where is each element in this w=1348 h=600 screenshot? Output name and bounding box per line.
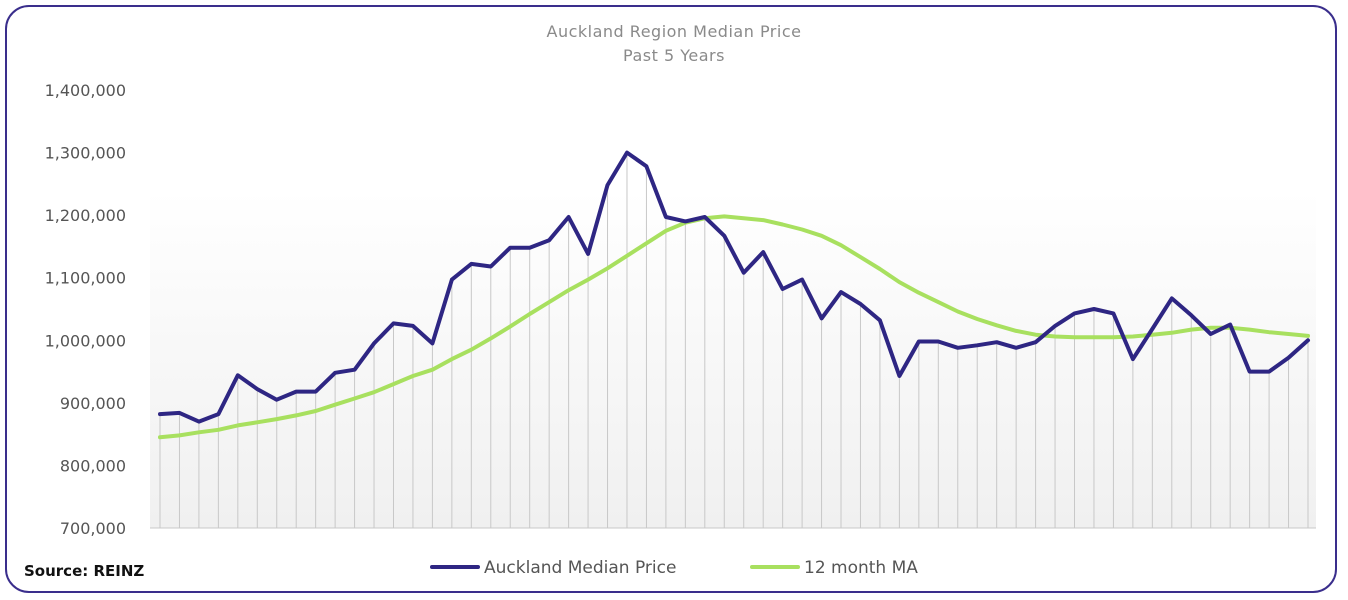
source-label: Source: REINZ bbox=[24, 562, 144, 580]
legend-label-12-month-ma: 12 month MA bbox=[804, 558, 918, 578]
y-axis: 700,000 800,000 900,000 1,000,000 1,100,000 1… bbox=[45, 81, 126, 538]
y-tick-label: 1,100,000 bbox=[45, 269, 126, 288]
y-tick-label: 1,300,000 bbox=[45, 144, 126, 163]
y-tick-label: 1,400,000 bbox=[45, 81, 126, 100]
y-tick-label: 700,000 bbox=[60, 519, 126, 538]
series-line-12-month-ma bbox=[158, 214, 1310, 440]
y-tick-label: 1,200,000 bbox=[45, 206, 126, 225]
plot-area bbox=[150, 190, 1316, 528]
y-tick-label: 800,000 bbox=[60, 456, 126, 475]
legend: Auckland Median Price 12 month MA bbox=[430, 558, 918, 578]
y-tick-label: 1,000,000 bbox=[45, 331, 126, 350]
series-line-auckland-median-price bbox=[158, 150, 1310, 424]
series-lines bbox=[158, 150, 1310, 440]
y-tick-label: 900,000 bbox=[60, 394, 126, 413]
chart-subtitle: Past 5 Years bbox=[623, 46, 725, 65]
chart-title: Auckland Region Median Price bbox=[547, 22, 802, 41]
legend-label-auckland-median-price: Auckland Median Price bbox=[484, 558, 676, 578]
